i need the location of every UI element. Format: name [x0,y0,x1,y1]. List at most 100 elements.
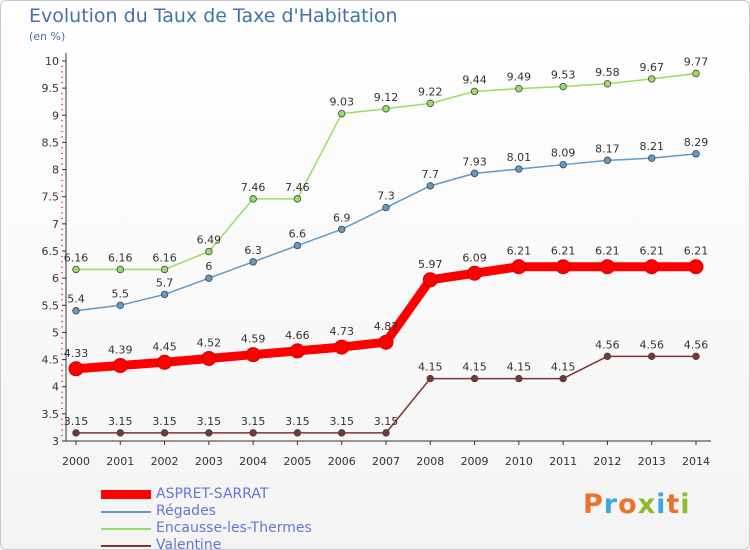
data-label: 6.16 [108,251,133,264]
data-point [515,374,523,383]
data-label: 5.97 [418,258,443,271]
x-tick-label: 2001 [106,455,134,468]
data-point [160,265,169,274]
data-point [382,105,390,113]
data-point [467,265,483,281]
data-label: 9.67 [639,61,664,74]
legend-label-encausse-les-thermes: Encausse-les-Thermes [156,520,312,536]
data-point [378,334,394,350]
data-label: 3.15 [374,415,399,428]
y-tick-label: 4 [52,381,59,394]
legend-label-regades: Régades [156,503,216,519]
data-label: 4.73 [329,325,354,338]
data-point [338,429,346,437]
data-label: 4.15 [551,361,576,374]
data-label: 6.21 [551,245,576,258]
legend-swatch-aspret-sarrat [101,490,151,499]
y-tick-label: 3.5 [42,408,60,421]
data-label: 4.39 [108,344,133,357]
data-point [201,350,217,366]
y-tick-label: 6.5 [42,245,60,258]
data-label: 7.93 [462,155,487,168]
data-point [112,358,128,374]
y-tick-label: 8.5 [42,136,60,149]
data-point [515,84,523,93]
data-point [559,160,567,169]
logo-letter: r [603,489,619,520]
data-label: 9.22 [418,85,443,98]
data-point [426,374,434,383]
y-tick-label: 9 [52,109,59,122]
y-tick-label: 8 [52,164,59,177]
data-point [157,354,173,370]
data-point [205,247,213,256]
y-tick-label: 4.5 [42,354,60,367]
data-point [470,87,479,96]
data-point [470,169,479,178]
data-point [293,429,302,437]
legend-swatch-valentine [101,545,151,547]
x-tick-label: 2000 [62,455,90,468]
x-tick-label: 2007 [372,455,400,468]
data-point [511,259,527,275]
data-label: 6.09 [462,251,487,264]
data-label: 6.21 [639,245,664,258]
data-point [116,429,124,437]
y-tick-label: 6 [52,272,59,285]
data-point [692,352,700,361]
data-label: 8.17 [595,142,620,155]
data-point [426,182,434,190]
x-tick-label: 2008 [416,455,444,468]
x-tick-label: 2011 [549,455,577,468]
data-label: 8.01 [507,151,532,164]
data-point [422,272,438,288]
data-label: 3.15 [108,415,133,428]
logo-letter: o [618,489,638,520]
data-label: 3.15 [285,415,310,428]
data-point [289,343,305,359]
data-point [559,374,567,383]
chart-title: Evolution du Taux de Taxe d'Habitation [29,5,398,27]
data-label: 3.15 [64,415,89,428]
data-point [692,69,700,78]
data-point [205,274,213,282]
data-label: 6.21 [507,245,532,258]
y-tick-label: 10 [45,55,59,68]
data-point [515,165,523,173]
data-label: 9.44 [462,73,487,86]
y-tick-label: 7 [52,218,59,231]
data-point [160,429,169,437]
data-label: 4.56 [595,338,620,351]
data-label: 6.16 [152,251,177,264]
data-label: 3.15 [241,415,266,428]
data-label: 6.6 [289,228,307,241]
y-tick-label: 5 [52,326,59,339]
data-point [559,82,567,91]
x-tick-label: 2006 [328,455,356,468]
data-point [72,307,80,315]
data-point [116,301,124,309]
data-label: 6.9 [333,211,351,224]
data-label: 4.52 [197,336,222,349]
x-tick-label: 2014 [682,455,710,468]
x-tick-label: 2013 [638,455,666,468]
data-label: 4.59 [241,333,266,346]
data-label: 4.15 [418,361,443,374]
data-point [648,154,656,162]
data-point [688,259,704,275]
data-label: 8.29 [684,136,709,149]
data-label: 7.46 [241,181,266,194]
data-point [426,99,434,108]
proxiti-logo: Proxiti [583,489,691,520]
data-point [648,352,656,361]
data-label: 4.82 [374,320,399,333]
data-label: 5.4 [67,293,85,306]
data-point [160,290,169,299]
legend-label-valentine: Valentine [156,537,222,550]
x-tick-label: 2005 [283,455,311,468]
data-point [205,429,213,437]
data-point [249,195,257,203]
data-point [382,203,390,212]
x-tick-label: 2012 [593,455,621,468]
